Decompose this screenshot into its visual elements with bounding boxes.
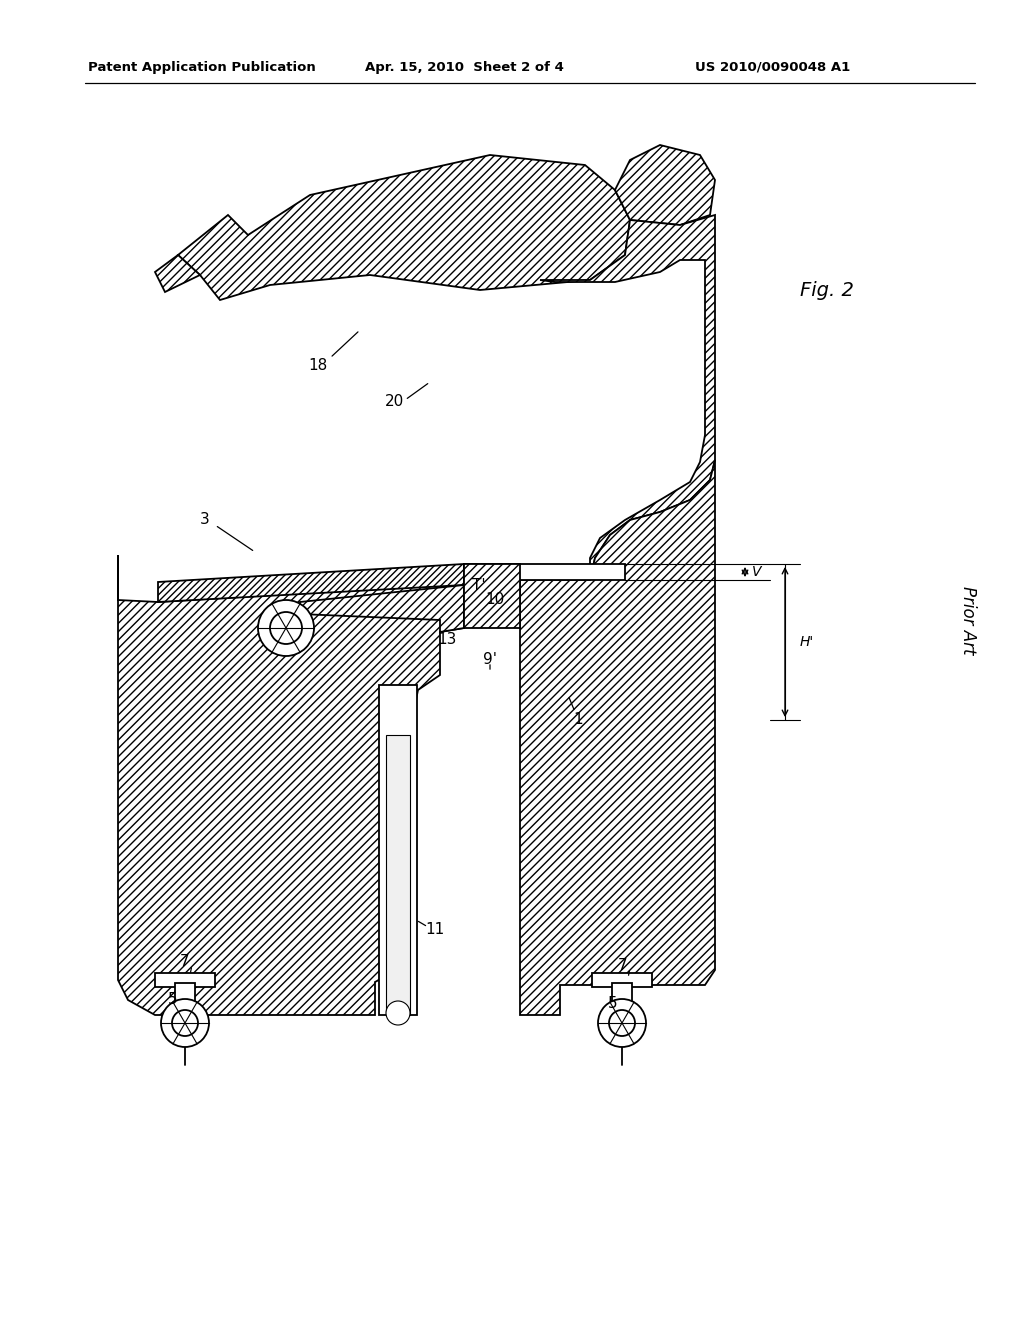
Text: 10: 10 — [485, 593, 505, 607]
Bar — [612, 983, 632, 1035]
Bar — [592, 973, 652, 987]
Bar — [155, 973, 215, 987]
Circle shape — [270, 612, 302, 644]
Text: T': T' — [472, 578, 485, 593]
Polygon shape — [540, 215, 715, 579]
Polygon shape — [520, 459, 715, 1015]
Polygon shape — [118, 554, 464, 1015]
Polygon shape — [464, 564, 520, 628]
Text: 11: 11 — [425, 923, 444, 937]
Bar — [175, 983, 195, 1035]
Polygon shape — [300, 585, 464, 632]
Circle shape — [172, 1010, 198, 1036]
Circle shape — [386, 1001, 410, 1026]
Text: 7: 7 — [618, 957, 628, 973]
Text: US 2010/0090048 A1: US 2010/0090048 A1 — [695, 61, 850, 74]
Circle shape — [258, 601, 314, 656]
Polygon shape — [155, 255, 200, 292]
Text: Prior Art: Prior Art — [959, 586, 977, 655]
Polygon shape — [615, 145, 715, 224]
Text: H': H' — [800, 635, 814, 649]
Circle shape — [598, 999, 646, 1047]
Text: 18: 18 — [308, 358, 328, 372]
Text: 3: 3 — [200, 512, 210, 528]
Text: 1: 1 — [573, 713, 583, 727]
Text: 5: 5 — [168, 993, 177, 1007]
Text: 9': 9' — [483, 652, 497, 668]
Text: 5: 5 — [608, 997, 617, 1011]
Text: 20: 20 — [385, 395, 404, 409]
Circle shape — [161, 999, 209, 1047]
Text: V: V — [753, 565, 762, 579]
Text: Fig. 2: Fig. 2 — [800, 281, 854, 300]
Circle shape — [609, 1010, 635, 1036]
Polygon shape — [178, 154, 630, 300]
Polygon shape — [464, 564, 625, 579]
Text: Apr. 15, 2010  Sheet 2 of 4: Apr. 15, 2010 Sheet 2 of 4 — [365, 61, 564, 74]
Text: Patent Application Publication: Patent Application Publication — [88, 61, 315, 74]
Bar — [379, 685, 417, 1015]
Text: 13: 13 — [437, 632, 457, 648]
Text: 7: 7 — [180, 954, 189, 969]
Bar — [386, 735, 410, 1015]
Polygon shape — [158, 564, 464, 602]
